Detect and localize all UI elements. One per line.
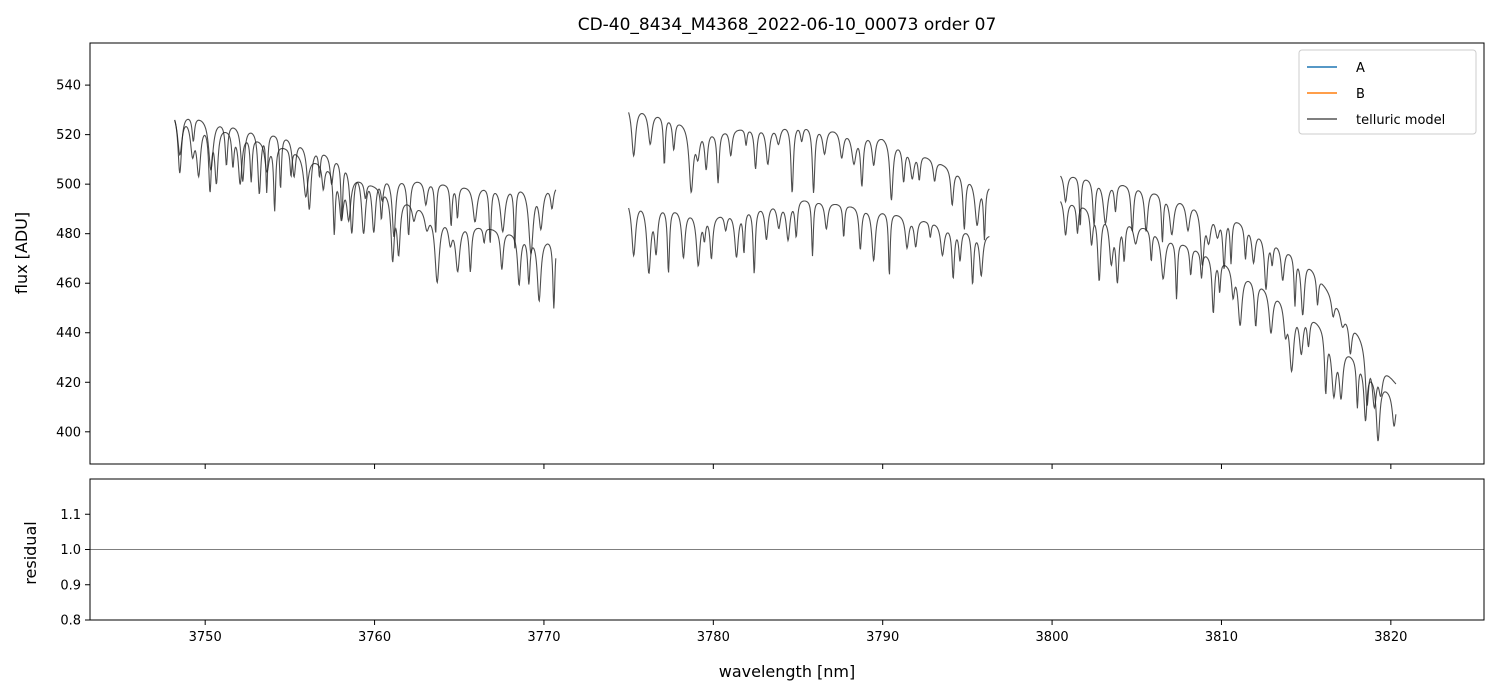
telluric-model-segment [175,119,556,253]
legend-label-b: B [1356,87,1365,102]
flux-y-tick-label: 520 [56,128,81,143]
residual-x-tick-label: 3800 [1036,630,1069,645]
residual-x-ticks: 3750 3760 3770 3780 3790 3800 3810 3820 [189,620,1408,645]
residual-x-tick-label: 3760 [358,630,391,645]
residual-y-axis-label: residual [21,521,40,584]
flux-axes-frame [90,43,1484,464]
flux-y-axis-label: flux [ADU] [12,212,31,294]
flux-y-tick-label: 460 [56,277,81,292]
x-axis-label: wavelength [nm] [719,662,856,681]
residual-y-tick-label: 0.8 [60,614,81,629]
residual-plot-area [90,426,1499,670]
legend-label-a: A [1356,61,1365,76]
flux-y-tick-label: 480 [56,227,81,242]
flux-x-ticks [205,464,1391,469]
residual-x-tick-label: 3820 [1374,630,1407,645]
residual-y-tick-label: 1.0 [60,543,81,558]
flux-panel: 400 420 440 460 480 500 520 540 flux [ADU] A B … [12,0,1499,589]
flux-y-tick-label: 540 [56,79,81,94]
telluric-model-segment [1061,176,1396,408]
telluric-model-segment [1061,202,1396,442]
legend-label-telluric: telluric model [1356,113,1445,128]
flux-y-ticks: 400 420 440 460 480 500 520 540 [56,79,90,441]
residual-x-tick-label: 3810 [1205,630,1238,645]
residual-y-tick-label: 1.1 [60,508,81,523]
residual-x-tick-label: 3750 [189,630,222,645]
chart-title: CD-40_8434_M4368_2022-06-10_00073 order … [578,15,997,35]
flux-y-tick-label: 500 [56,178,81,193]
legend: A B telluric model [1299,50,1476,134]
residual-x-tick-label: 3790 [866,630,899,645]
flux-y-tick-label: 420 [56,376,81,391]
flux-y-tick-label: 440 [56,326,81,341]
flux-y-tick-label: 400 [56,425,81,440]
residual-y-tick-label: 0.9 [60,578,81,593]
residual-x-tick-label: 3780 [697,630,730,645]
residual-x-tick-label: 3770 [527,630,560,645]
telluric-model-segment [629,112,990,240]
telluric-model-segment [629,201,990,283]
residual-y-ticks: 0.8 0.9 1.0 1.1 [60,508,90,629]
